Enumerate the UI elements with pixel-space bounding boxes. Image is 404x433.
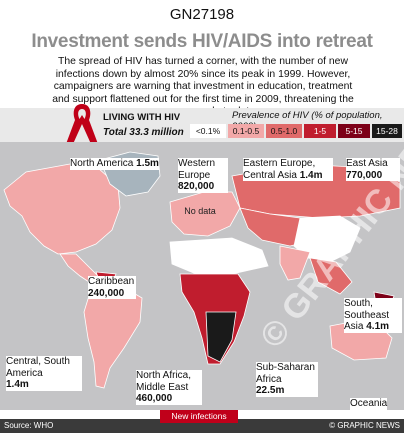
legend-bin-15-28: 15-28 [372,124,402,138]
north-africa-middle-east-shape [169,237,269,275]
label-caribbean: Caribbean 240,000 [88,276,136,299]
eastern-europe-value: 1.4m [299,169,323,181]
caribbean-value: 240,000 [88,287,125,299]
sub-saharan-name: Sub-Saharan Africa [256,362,315,385]
label-sub-saharan: Sub-Saharan Africa 22.5m [256,362,318,397]
sub-saharan-value: 22.5m [256,385,285,396]
east-asia-value: 770,000 [346,169,383,181]
north-africa-value: 460,000 [136,393,173,404]
central-south-america-name: Central, South America [6,356,70,379]
north-america-name: North America [70,158,134,169]
total-label: Total 33.3 million [103,127,184,138]
legend-bin-01-05: 0.1-0.5 [228,124,264,138]
legend-bin-5-15: 5-15 [338,124,370,138]
legend-bin-05-10: 0.5-1.0 [266,124,302,138]
label-south-asia: South, Southeast Asia 4.1m [344,298,402,333]
publisher-credit: © GRAPHIC NEWS [329,421,400,430]
red-ribbon-icon [66,104,98,144]
label-north-africa: North Africa, Middle East 460,000 [136,370,202,405]
label-central-south-america: Central, South America 1.4m [6,356,82,391]
label-eastern-europe: Eastern Europe, Central Asia 1.4m [243,158,333,181]
legend-bin-1-5: 1-5 [304,124,336,138]
central-south-america-value: 1.4m [6,379,29,390]
southeast-asia-shape [309,257,353,295]
living-with-hiv-label: LIVING WITH HIV [103,112,181,123]
china-shape [293,215,361,263]
label-western-europe: Western Europe 820,000 [178,158,228,193]
southern-africa-shape [205,311,237,363]
label-north-america: North America 1.5m [70,158,159,170]
south-asia-value: 4.1m [366,321,390,332]
south-asia-name: South, Southeast Asia [344,298,390,332]
oceania-name: Oceania [350,398,388,409]
footer-bar [0,419,404,433]
north-africa-name: North Africa, Middle East [136,370,192,393]
western-europe-name: Western Europe [178,158,216,181]
headline: Investment sends HIV/AIDS into retreat [31,31,373,52]
caribbean-name: Caribbean [88,276,135,287]
legend-bin-lt01: <0.1% [190,124,226,138]
source-credit: Source: WHO [4,421,54,430]
label-east-asia: East Asia 770,000 [346,158,400,181]
western-europe-value: 820,000 [178,181,215,192]
north-america-value: 1.5m [136,158,159,169]
south-asia-shape [279,245,311,281]
south-america-shape [83,283,143,389]
eastern-europe-name: Eastern Europe, Central Asia [243,158,316,181]
new-infections-tab[interactable]: New infections [160,410,238,423]
no-data-label: No data [184,206,216,216]
east-asia-name: East Asia [346,158,388,169]
label-oceania: Oceania [350,398,388,410]
graphic-code: GN27198 [169,6,235,23]
